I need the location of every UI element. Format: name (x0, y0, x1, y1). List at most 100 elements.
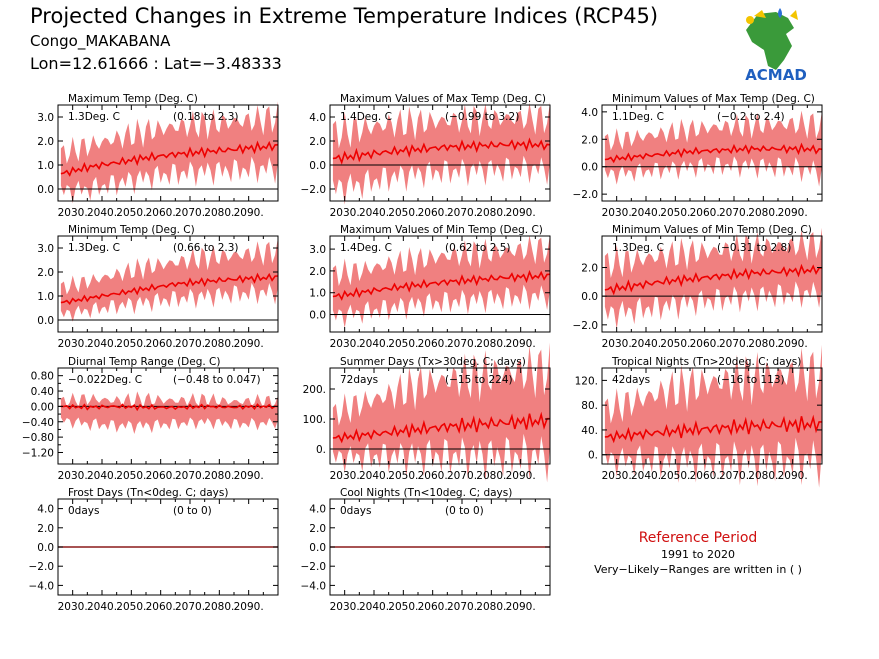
panel-likely-range: (−0.48 to 0.047) (173, 374, 261, 386)
x-tick-label: 2090. (778, 470, 808, 482)
y-tick-label: 2.0 (37, 267, 54, 279)
panel-change-value: 1.4Deg. C (340, 242, 392, 254)
x-tick-label: 2060. (418, 207, 448, 219)
x-tick-label: 2040. (359, 207, 389, 219)
coordinates: Lon=12.61666 : Lat=−3.48333 (30, 54, 282, 73)
x-tick-label: 2030. (330, 338, 360, 350)
x-tick-label: 2070. (447, 207, 477, 219)
y-tick-label: 4.0 (581, 107, 598, 119)
x-tick-label: 2090. (234, 470, 264, 482)
x-tick-label: 2080. (204, 207, 234, 219)
y-tick-label: 100. (303, 414, 326, 426)
panel-change-value: 1.3Deg. C (68, 111, 120, 123)
x-tick-label: 2070. (447, 470, 477, 482)
uncertainty-band (332, 342, 550, 483)
x-tick-label: 2050. (388, 338, 418, 350)
x-tick-label: 2040. (87, 207, 117, 219)
y-tick-label: 120. (575, 375, 598, 387)
ensemble-mean-line (60, 403, 279, 412)
x-tick-label: 2060. (690, 207, 720, 219)
x-tick-label: 2050. (116, 601, 146, 613)
x-tick-label: 2070. (447, 338, 477, 350)
uncertainty-band (604, 344, 822, 488)
plot-frame (57, 235, 279, 333)
y-tick-label: 4.0 (309, 112, 326, 124)
panel-title: Frost Days (Tn<0deg. C; days) (68, 487, 228, 499)
reference-heading: Reference Period (638, 530, 758, 546)
uncertainty-band (60, 391, 279, 434)
y-tick-label: 0.0 (309, 310, 326, 322)
panel-change-value: 72days (340, 374, 378, 386)
x-tick-label: 2070. (175, 601, 205, 613)
x-tick-label: 2050. (388, 470, 418, 482)
x-tick-label: 2040. (631, 338, 661, 350)
uncertainty-band (332, 102, 550, 205)
y-tick-label: 3.0 (37, 112, 54, 124)
x-tick-label: 2030. (58, 601, 88, 613)
y-tick-label: 0.0 (581, 291, 598, 303)
plot-frame (601, 104, 823, 202)
x-tick-label: 2080. (748, 207, 778, 219)
plot-frame (601, 235, 823, 333)
x-tick-label: 2030. (58, 338, 88, 350)
reference-period-box: Reference Period 1991 to 2020 Very−Likel… (580, 530, 816, 576)
ensemble-mean-line (604, 142, 823, 164)
y-tick-label: 2.0 (581, 263, 598, 275)
chart-panel: 2030. 2040. 2050. 2060. 2070. 2080. 2090. −4.0 −… (29, 487, 279, 613)
panel-likely-range: (−0.99 to 3.2) (445, 111, 519, 123)
x-tick-label: 2060. (418, 338, 448, 350)
y-tick-label: 40. (581, 425, 598, 437)
x-tick-label: 2060. (146, 207, 176, 219)
y-tick-label: −4.0 (29, 580, 55, 592)
x-tick-label: 2060. (418, 601, 448, 613)
ensemble-mean-line (332, 137, 551, 165)
plot-frame (57, 104, 279, 202)
y-tick-label: 0. (316, 444, 326, 456)
africa-map-logo-icon: ACMAD (745, 8, 807, 84)
y-tick-label: 0.80 (31, 371, 54, 383)
page-title: Projected Changes in Extreme Temperature… (30, 4, 659, 28)
chart-panel: 2030. 2040. 2050. 2060. 2070. 2080. 2090. 0.0 1.… (37, 224, 279, 350)
ensemble-mean-line (604, 263, 823, 296)
x-tick-label: 2060. (690, 338, 720, 350)
panel-likely-range: (0 to 0) (173, 505, 212, 517)
chart-panel: 2030. 2040. 2050. 2060. 2070. 2080. 2090. −2.0 0… (301, 93, 551, 219)
x-tick-label: 2030. (330, 207, 360, 219)
y-tick-label: −0.40 (22, 417, 54, 429)
reference-note: Very−Likely−Ranges are written in ( ) (594, 563, 802, 576)
x-tick-label: 2040. (87, 601, 117, 613)
chart-panel: 2030. 2040. 2050. 2060. 2070. 2080. 2090. 0.0 1.… (37, 93, 279, 219)
x-tick-label: 2050. (388, 207, 418, 219)
x-tick-label: 2070. (175, 338, 205, 350)
chart-panel: 2030. 2040. 2050. 2060. 2070. 2080. 2090. −2.0 0… (573, 93, 823, 219)
x-tick-label: 2080. (476, 470, 506, 482)
plot-frame (601, 367, 823, 465)
ensemble-mean-line (332, 269, 551, 301)
y-tick-label: 2.0 (309, 523, 326, 535)
uncertainty-band (60, 101, 279, 204)
x-tick-label: 2040. (87, 338, 117, 350)
x-tick-label: 2030. (602, 470, 632, 482)
x-tick-label: 2070. (175, 470, 205, 482)
logo-text: ACMAD (745, 66, 807, 84)
uncertainty-band (604, 227, 822, 330)
x-tick-label: 2070. (719, 207, 749, 219)
y-tick-label: 2.0 (37, 523, 54, 535)
chart-panel: 2030. 2040. 2050. 2060. 2070. 2080. 2090. 0.0 1.… (309, 224, 551, 350)
panel-change-value: 42days (612, 374, 650, 386)
y-tick-label: 0.0 (37, 184, 54, 196)
x-tick-label: 2070. (175, 207, 205, 219)
x-tick-label: 2050. (660, 470, 690, 482)
y-tick-label: 1.0 (37, 291, 54, 303)
panel-change-value: −0.022Deg. C (68, 374, 142, 386)
x-tick-label: 2090. (778, 207, 808, 219)
x-tick-label: 2040. (631, 470, 661, 482)
chart-panel: 2030. 2040. 2050. 2060. 2070. 2080. 2090. −4.0 −… (301, 487, 551, 613)
x-tick-label: 2090. (234, 207, 264, 219)
x-tick-label: 2050. (388, 601, 418, 613)
x-tick-label: 2050. (660, 207, 690, 219)
x-tick-label: 2030. (330, 601, 360, 613)
panel-title: Minimum Temp (Deg. C) (68, 224, 195, 236)
x-tick-label: 2050. (116, 470, 146, 482)
x-tick-label: 2070. (447, 601, 477, 613)
